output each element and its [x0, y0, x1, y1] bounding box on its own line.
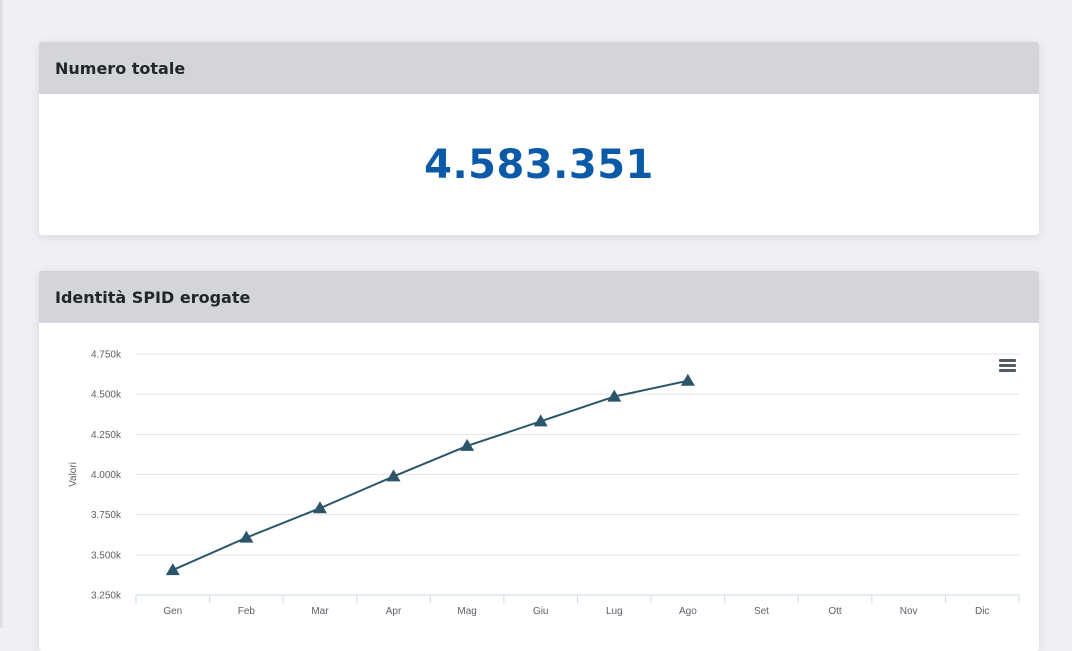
- total-value: 4.583.351: [424, 141, 654, 188]
- y-tick-label: 4.500k: [91, 390, 122, 401]
- total-card-body: 4.583.351: [39, 94, 1039, 235]
- total-card: Numero totale 4.583.351: [39, 42, 1039, 235]
- hamburger-menu-icon[interactable]: [999, 359, 1017, 375]
- data-point-marker: [460, 438, 475, 451]
- x-tick-label: Mag: [457, 606, 476, 617]
- chart-card-title: Identità SPID erogate: [55, 287, 251, 307]
- x-tick-label: Giu: [533, 606, 549, 617]
- x-tick-label: Set: [754, 606, 769, 617]
- y-tick-label: 4.750k: [91, 350, 122, 361]
- y-axis-title: Valori: [68, 462, 79, 487]
- data-point-marker: [239, 530, 254, 543]
- data-point-marker: [680, 373, 695, 386]
- data-point-marker: [607, 389, 622, 402]
- line-chart: 3.250k 3.500k 3.750k 4.000k 4.250k 4.500k 4.75…: [68, 350, 1020, 617]
- data-point-marker: [386, 469, 401, 482]
- x-tick-label: Nov: [900, 606, 918, 617]
- x-tick-label: Dic: [975, 606, 989, 617]
- y-tick-label: 3.250k: [91, 591, 122, 602]
- y-tick-label: 3.500k: [91, 550, 122, 561]
- total-card-title: Numero totale: [55, 58, 186, 78]
- series-line: [172, 379, 689, 572]
- y-tick-label: 4.000k: [91, 470, 122, 481]
- data-point-marker: [312, 501, 327, 514]
- x-tick-label: Apr: [386, 606, 402, 617]
- data-point-marker: [533, 414, 548, 427]
- data-point-marker: [165, 563, 180, 576]
- x-tick-label: Ago: [679, 606, 697, 617]
- x-tick-label: Mar: [311, 606, 329, 617]
- chart-card-header: Identità SPID erogate: [39, 271, 1039, 323]
- x-tick-label: Feb: [238, 606, 256, 617]
- page-edge: [0, 0, 4, 628]
- y-tick-label: 4.250k: [91, 430, 122, 441]
- x-tick-label: Gen: [163, 606, 182, 617]
- y-tick-label: 3.750k: [91, 510, 122, 521]
- chart-body: 3.250k 3.500k 3.750k 4.000k 4.250k 4.500k 4.75…: [39, 323, 1039, 651]
- x-tick-label: Ott: [828, 606, 842, 617]
- total-card-header: Numero totale: [39, 42, 1039, 94]
- chart-card: Identità SPID erogate 3.250k 3.500k 3.750k…: [39, 271, 1039, 651]
- x-tick-label: Lug: [606, 606, 623, 617]
